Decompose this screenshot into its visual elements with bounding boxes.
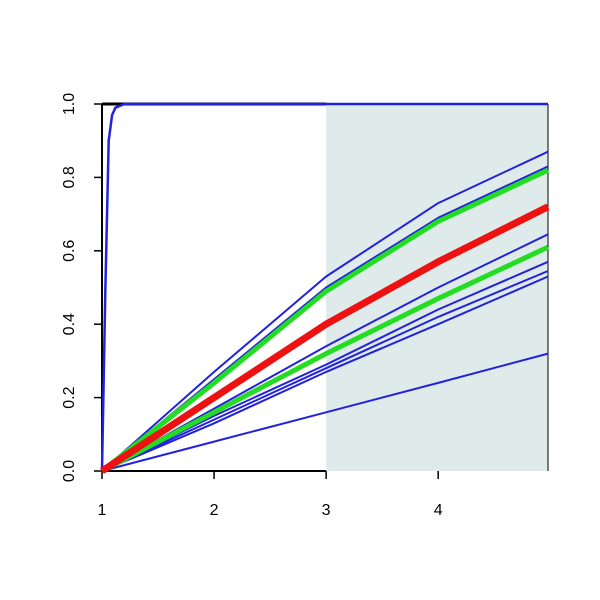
line [101,275,549,472]
y-tick-label: 0.2 [61,386,78,408]
x-tick-label: 3 [322,502,331,519]
line [100,203,550,474]
y-tick-label: 0.0 [61,460,78,482]
line [101,270,549,472]
y-tick-label: 0.4 [61,313,78,335]
y-tick-label: 0.6 [61,240,78,262]
x-tick-label: 2 [210,502,219,519]
line [101,352,549,472]
y-tick-label: 1.0 [61,93,78,115]
x-tick-label: 1 [98,502,107,519]
line [100,167,550,473]
y-tick-label: 0.8 [61,166,78,188]
line [100,102,548,472]
x-tick-label: 4 [434,502,443,519]
line [101,150,549,472]
line [100,244,550,474]
